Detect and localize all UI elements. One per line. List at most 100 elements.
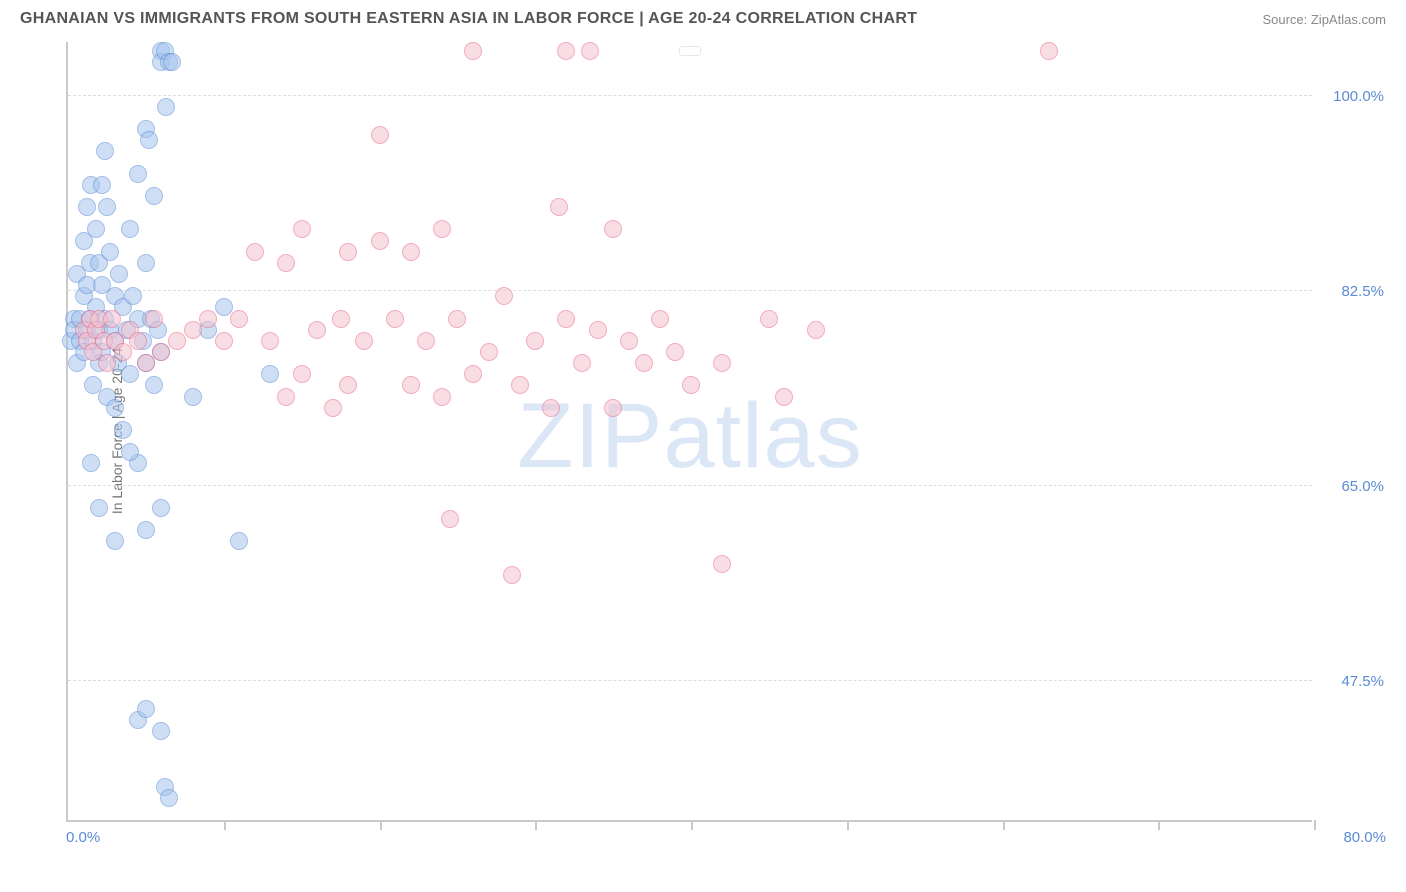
x-axis-max-label: 80.0% — [1343, 829, 1386, 846]
data-point — [386, 310, 404, 328]
data-point — [324, 399, 342, 417]
data-point — [511, 376, 529, 394]
data-point — [93, 176, 111, 194]
data-point — [184, 388, 202, 406]
data-point — [277, 388, 295, 406]
data-point — [82, 454, 100, 472]
y-tick-label: 100.0% — [1333, 88, 1384, 105]
x-tick — [1003, 820, 1005, 830]
correlation-legend — [679, 46, 701, 56]
data-point — [160, 789, 178, 807]
data-point — [110, 265, 128, 283]
x-tick — [691, 820, 693, 830]
x-tick — [1158, 820, 1160, 830]
data-point — [807, 321, 825, 339]
data-point — [464, 42, 482, 60]
data-point — [526, 332, 544, 350]
data-point — [215, 332, 233, 350]
x-tick — [380, 820, 382, 830]
data-point — [152, 343, 170, 361]
plot-area: ZIPatlas In Labor Force | Age 20-24 47.5… — [66, 42, 1312, 822]
data-point — [101, 243, 119, 261]
source-label: Source: ZipAtlas.com — [1262, 12, 1386, 27]
data-point — [199, 310, 217, 328]
data-point — [339, 243, 357, 261]
data-point — [441, 510, 459, 528]
data-point — [557, 310, 575, 328]
data-point — [145, 310, 163, 328]
data-point — [261, 365, 279, 383]
y-tick-label: 47.5% — [1341, 673, 1384, 690]
chart-title: GHANAIAN VS IMMIGRANTS FROM SOUTH EASTER… — [20, 10, 917, 28]
data-point — [96, 142, 114, 160]
y-tick-label: 65.0% — [1341, 478, 1384, 495]
data-point — [589, 321, 607, 339]
data-point — [145, 376, 163, 394]
data-point — [78, 198, 96, 216]
trendlines-svg — [68, 42, 1314, 822]
data-point — [480, 343, 498, 361]
data-point — [90, 499, 108, 517]
data-point — [293, 365, 311, 383]
data-point — [604, 220, 622, 238]
data-point — [503, 566, 521, 584]
data-point — [103, 310, 121, 328]
data-point — [261, 332, 279, 350]
gridline-h — [68, 485, 1312, 486]
data-point — [157, 98, 175, 116]
x-tick — [847, 820, 849, 830]
data-point — [339, 376, 357, 394]
data-point — [682, 376, 700, 394]
data-point — [433, 388, 451, 406]
chart-header: GHANAIAN VS IMMIGRANTS FROM SOUTH EASTER… — [0, 0, 1406, 34]
y-tick-label: 82.5% — [1341, 283, 1384, 300]
data-point — [495, 287, 513, 305]
x-tick — [535, 820, 537, 830]
data-point — [137, 254, 155, 272]
watermark: ZIPatlas — [517, 384, 862, 489]
data-point — [581, 42, 599, 60]
data-point — [129, 165, 147, 183]
data-point — [308, 321, 326, 339]
data-point — [332, 310, 350, 328]
data-point — [713, 354, 731, 372]
data-point — [371, 232, 389, 250]
data-point — [121, 443, 139, 461]
x-tick — [224, 820, 226, 830]
data-point — [137, 354, 155, 372]
data-point — [121, 365, 139, 383]
gridline-h — [68, 290, 1312, 291]
data-point — [775, 388, 793, 406]
data-point — [87, 220, 105, 238]
data-point — [713, 555, 731, 573]
data-point — [98, 354, 116, 372]
data-point — [293, 220, 311, 238]
gridline-h — [68, 680, 1312, 681]
data-point — [277, 254, 295, 272]
data-point — [140, 131, 158, 149]
data-point — [114, 421, 132, 439]
data-point — [137, 521, 155, 539]
data-point — [98, 198, 116, 216]
data-point — [230, 310, 248, 328]
data-point — [666, 343, 684, 361]
data-point — [433, 220, 451, 238]
watermark-atlas: atlas — [663, 385, 862, 487]
data-point — [124, 287, 142, 305]
x-axis-min-label: 0.0% — [66, 829, 100, 846]
data-point — [635, 354, 653, 372]
data-point — [106, 399, 124, 417]
data-point — [1040, 42, 1058, 60]
data-point — [464, 365, 482, 383]
data-point — [573, 354, 591, 372]
data-point — [145, 187, 163, 205]
data-point — [355, 332, 373, 350]
data-point — [448, 310, 466, 328]
data-point — [417, 332, 435, 350]
data-point — [114, 343, 132, 361]
data-point — [557, 42, 575, 60]
data-point — [152, 499, 170, 517]
data-point — [215, 298, 233, 316]
data-point — [371, 126, 389, 144]
watermark-zip: ZIP — [517, 385, 663, 487]
